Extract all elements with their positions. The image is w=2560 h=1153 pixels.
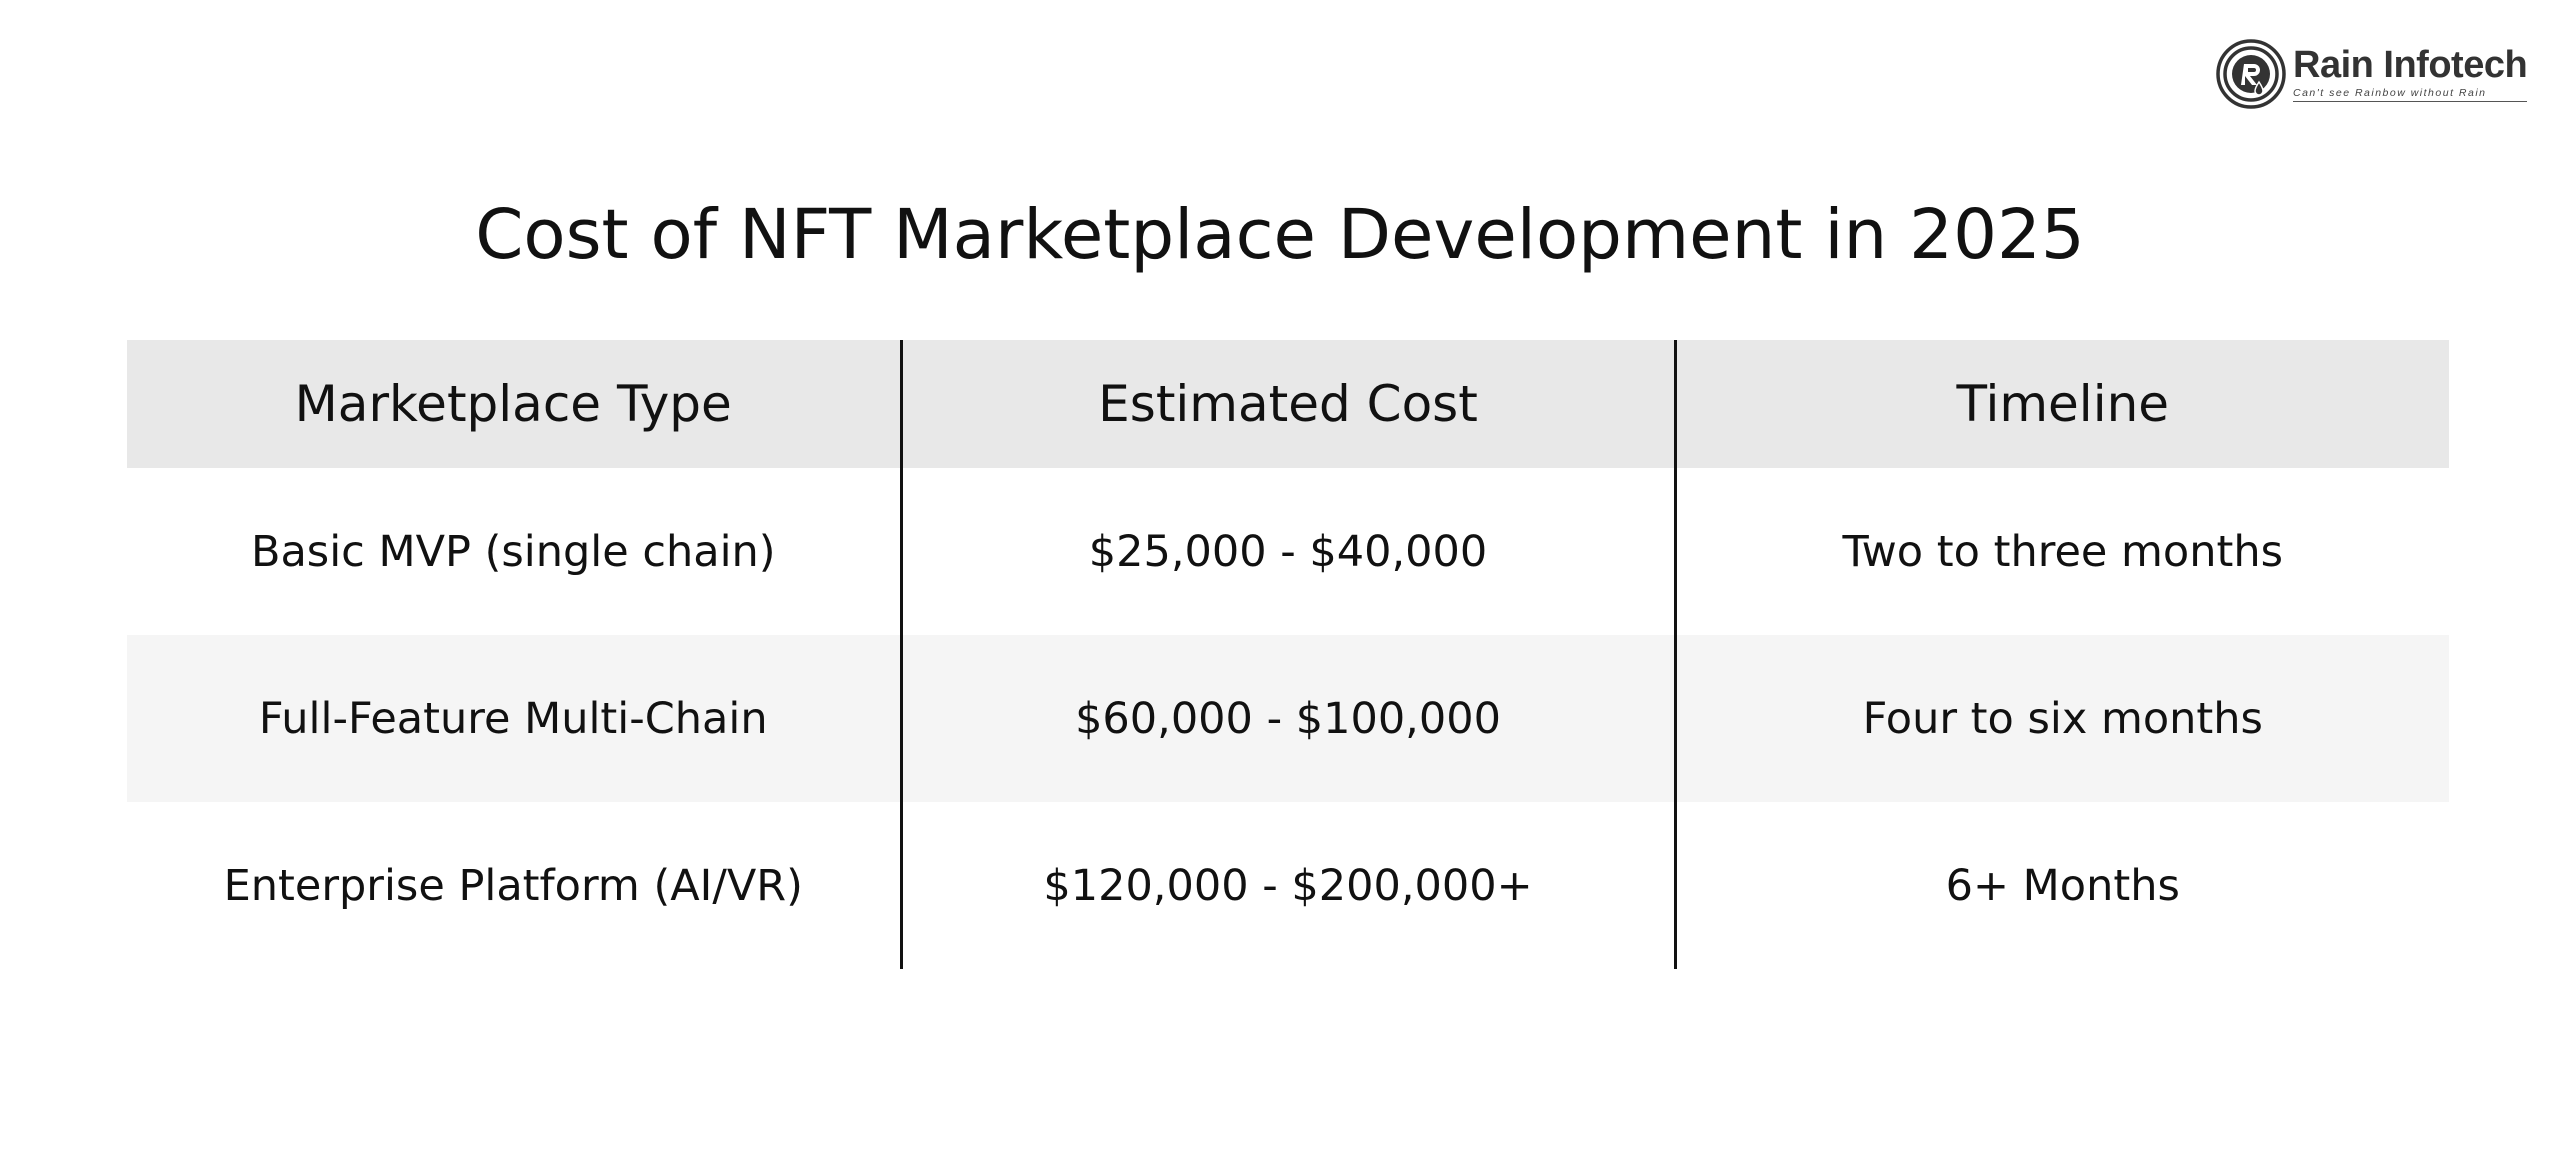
brand-tagline: Can't see Rainbow without Rain	[2293, 88, 2528, 102]
cell-estimated-cost: $25,000 - $40,000	[899, 468, 1677, 635]
table-row: Enterprise Platform (AI/VR) $120,000 - $…	[127, 802, 2449, 969]
column-header-estimated-cost: Estimated Cost	[899, 340, 1677, 468]
table-row: Full-Feature Multi-Chain $60,000 - $100,…	[127, 635, 2449, 802]
cell-timeline: Two to three months	[1673, 468, 2449, 635]
column-header-timeline: Timeline	[1673, 340, 2449, 468]
cell-timeline: Four to six months	[1673, 635, 2449, 802]
cell-timeline: 6+ Months	[1673, 802, 2449, 969]
rain-infotech-logo-icon	[2216, 39, 2286, 109]
cell-marketplace-type: Full-Feature Multi-Chain	[127, 635, 903, 802]
logo-text: Rain Infotech Can't see Rainbow without …	[2293, 44, 2528, 102]
cell-estimated-cost: $120,000 - $200,000+	[899, 802, 1677, 969]
page-title: Cost of NFT Marketplace Development in 2…	[475, 195, 2085, 275]
brand-logo: Rain Infotech Can't see Rainbow without …	[2215, 34, 2535, 114]
brand-name: Rain Infotech	[2293, 44, 2528, 87]
cost-table: Marketplace Type Estimated Cost Timeline…	[127, 340, 2449, 969]
cell-marketplace-type: Enterprise Platform (AI/VR)	[127, 802, 903, 969]
table-row: Basic MVP (single chain) $25,000 - $40,0…	[127, 468, 2449, 635]
table-header-row: Marketplace Type Estimated Cost Timeline	[127, 340, 2449, 468]
cell-estimated-cost: $60,000 - $100,000	[899, 635, 1677, 802]
cell-marketplace-type: Basic MVP (single chain)	[127, 468, 903, 635]
column-header-marketplace-type: Marketplace Type	[127, 340, 903, 468]
